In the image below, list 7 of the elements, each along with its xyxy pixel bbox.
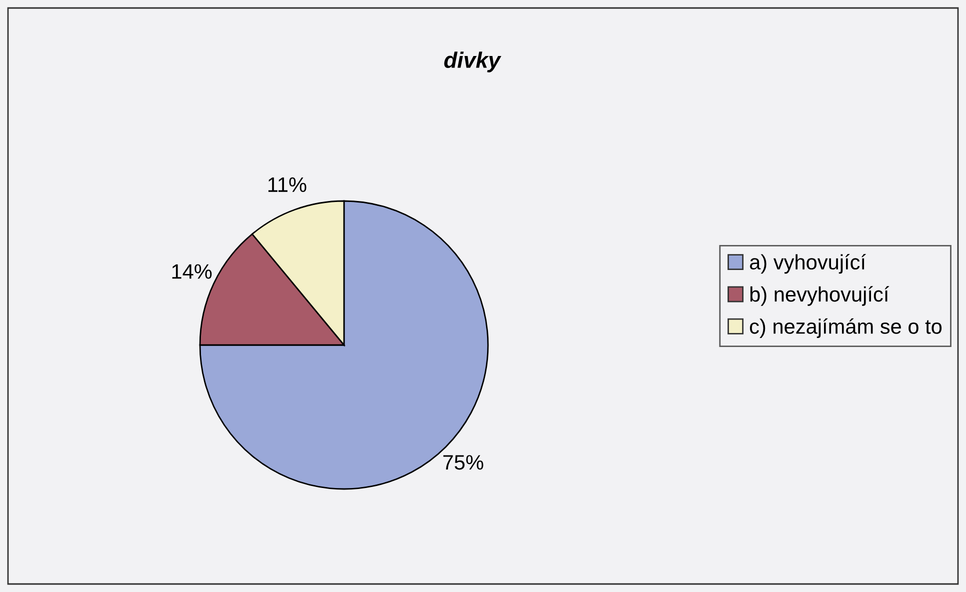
- legend-label: b) nevyhovující: [750, 286, 890, 306]
- data-label: 14%: [172, 264, 212, 279]
- legend-label: a) vyhovující: [750, 254, 866, 274]
- data-label: 11%: [268, 177, 306, 192]
- legend-label: c) nezajímám se o to: [750, 318, 942, 338]
- data-label: 75%: [443, 455, 484, 470]
- chart-title: divky: [444, 52, 502, 72]
